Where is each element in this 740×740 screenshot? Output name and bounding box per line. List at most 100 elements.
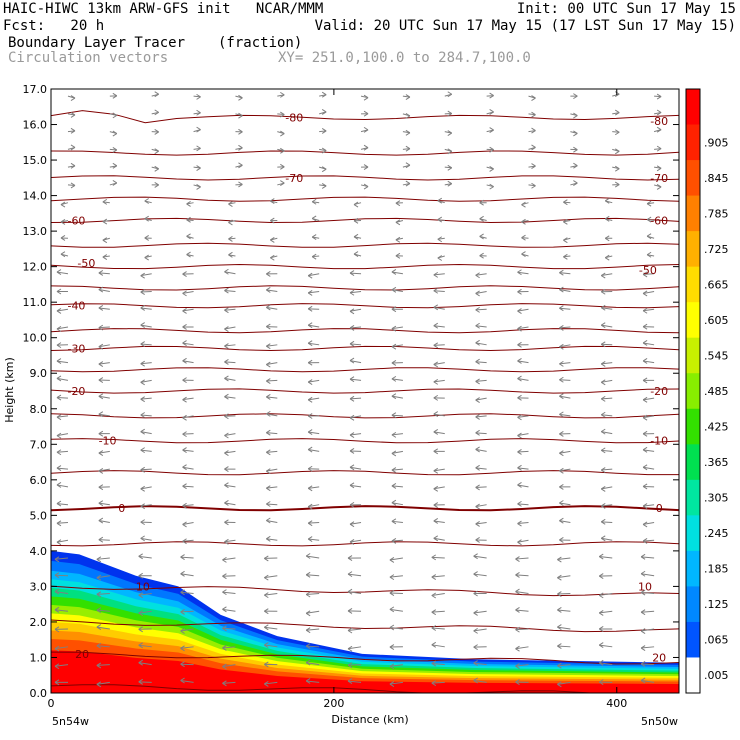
vector-shaft <box>56 433 69 437</box>
vector-shaft <box>56 467 69 470</box>
y-tick-label: 13.0 <box>23 225 48 238</box>
colorbar-frame <box>685 88 701 694</box>
circulation-vector <box>60 219 69 225</box>
circulation-vector <box>640 660 655 667</box>
vector-head <box>98 450 104 457</box>
vector-head <box>196 126 201 133</box>
vector-head <box>389 663 395 670</box>
vector-head <box>517 325 522 332</box>
circulation-vector <box>224 358 236 365</box>
vector-head <box>395 252 401 259</box>
vector-head <box>405 112 411 119</box>
vector-head <box>363 144 369 151</box>
circulation-vector <box>563 237 571 244</box>
circulation-vector <box>515 626 529 633</box>
vector-shaft <box>517 484 529 488</box>
vector-head <box>391 286 397 293</box>
vector-shaft <box>515 557 529 560</box>
vector-head <box>182 447 187 453</box>
vector-head <box>140 447 145 454</box>
vector-head <box>56 449 62 456</box>
vector-head <box>311 215 317 222</box>
circulation-vector <box>433 378 445 385</box>
vector-head <box>54 626 60 633</box>
vector-shaft <box>266 520 278 523</box>
vector-head <box>559 376 564 383</box>
vector-shaft <box>517 271 529 275</box>
vector-head <box>56 269 62 275</box>
vector-shaft <box>348 664 362 666</box>
vector-head <box>224 287 229 294</box>
vector-head <box>389 624 395 631</box>
circulation-vector <box>402 180 411 187</box>
circulation-vector <box>54 606 69 613</box>
vector-head <box>573 146 578 153</box>
vector-shaft <box>475 486 487 488</box>
vector-shaft <box>140 449 152 452</box>
circulation-vector <box>140 503 152 510</box>
vector-head <box>266 323 271 330</box>
circulation-vector <box>56 482 69 488</box>
circulation-vector <box>98 500 110 507</box>
vector-shaft <box>557 575 571 579</box>
vector-head <box>186 233 191 240</box>
vector-head <box>266 468 271 475</box>
vector-head <box>437 216 443 223</box>
circulation-vector <box>277 147 285 154</box>
circulation-vector <box>56 308 69 314</box>
circulation-vector <box>486 92 494 99</box>
vector-head <box>363 110 369 117</box>
vector-head <box>140 519 145 526</box>
vector-head <box>307 290 313 296</box>
vector-shaft <box>140 504 152 507</box>
vector-shaft <box>54 609 69 612</box>
vector-head <box>270 198 275 204</box>
circulation-vector <box>559 450 571 457</box>
circulation-vector <box>307 413 320 419</box>
isotherm-line <box>51 285 679 291</box>
vector-head <box>224 413 229 420</box>
circulation-vector <box>600 322 613 329</box>
circulation-vector <box>56 394 68 401</box>
circulation-vector <box>517 357 529 364</box>
circulation-vector <box>270 217 278 224</box>
vector-head <box>600 447 606 454</box>
vector-shaft <box>98 520 110 523</box>
vector-shaft <box>308 291 320 294</box>
circulation-vector <box>612 129 620 136</box>
vector-head <box>600 503 606 509</box>
vector-head <box>600 485 606 492</box>
vector-head <box>307 485 313 492</box>
vector-head <box>391 538 397 544</box>
vector-shaft <box>347 591 362 595</box>
vector-head <box>182 502 187 509</box>
vector-head <box>280 111 285 118</box>
vector-head <box>600 467 606 473</box>
vector-shaft <box>347 646 362 650</box>
circulation-vector <box>600 288 613 295</box>
circulation-vector <box>353 251 362 257</box>
circulation-vector <box>600 395 613 402</box>
vector-shaft <box>140 379 152 383</box>
vector-head <box>266 270 271 277</box>
vector-head <box>559 411 564 418</box>
circulation-vector <box>307 272 320 279</box>
vector-head <box>563 218 568 225</box>
circulation-vector <box>604 197 613 204</box>
isotherm-line <box>51 619 679 633</box>
vector-head <box>600 341 606 348</box>
vector-shaft <box>54 591 69 595</box>
circulation-vector <box>646 200 655 207</box>
circulation-vector <box>391 518 403 525</box>
circulation-vector <box>347 607 362 614</box>
vector-head <box>264 624 269 631</box>
vector-shaft <box>349 539 362 543</box>
circulation-vector <box>391 286 403 293</box>
circulation-vector <box>98 411 110 418</box>
vector-shaft <box>349 326 362 329</box>
vector-head <box>433 304 439 311</box>
circulation-vector <box>395 236 404 243</box>
circulation-vector <box>96 642 110 649</box>
x-endpoint-left: 5n54w <box>52 715 89 728</box>
circulation-vector <box>180 645 194 652</box>
